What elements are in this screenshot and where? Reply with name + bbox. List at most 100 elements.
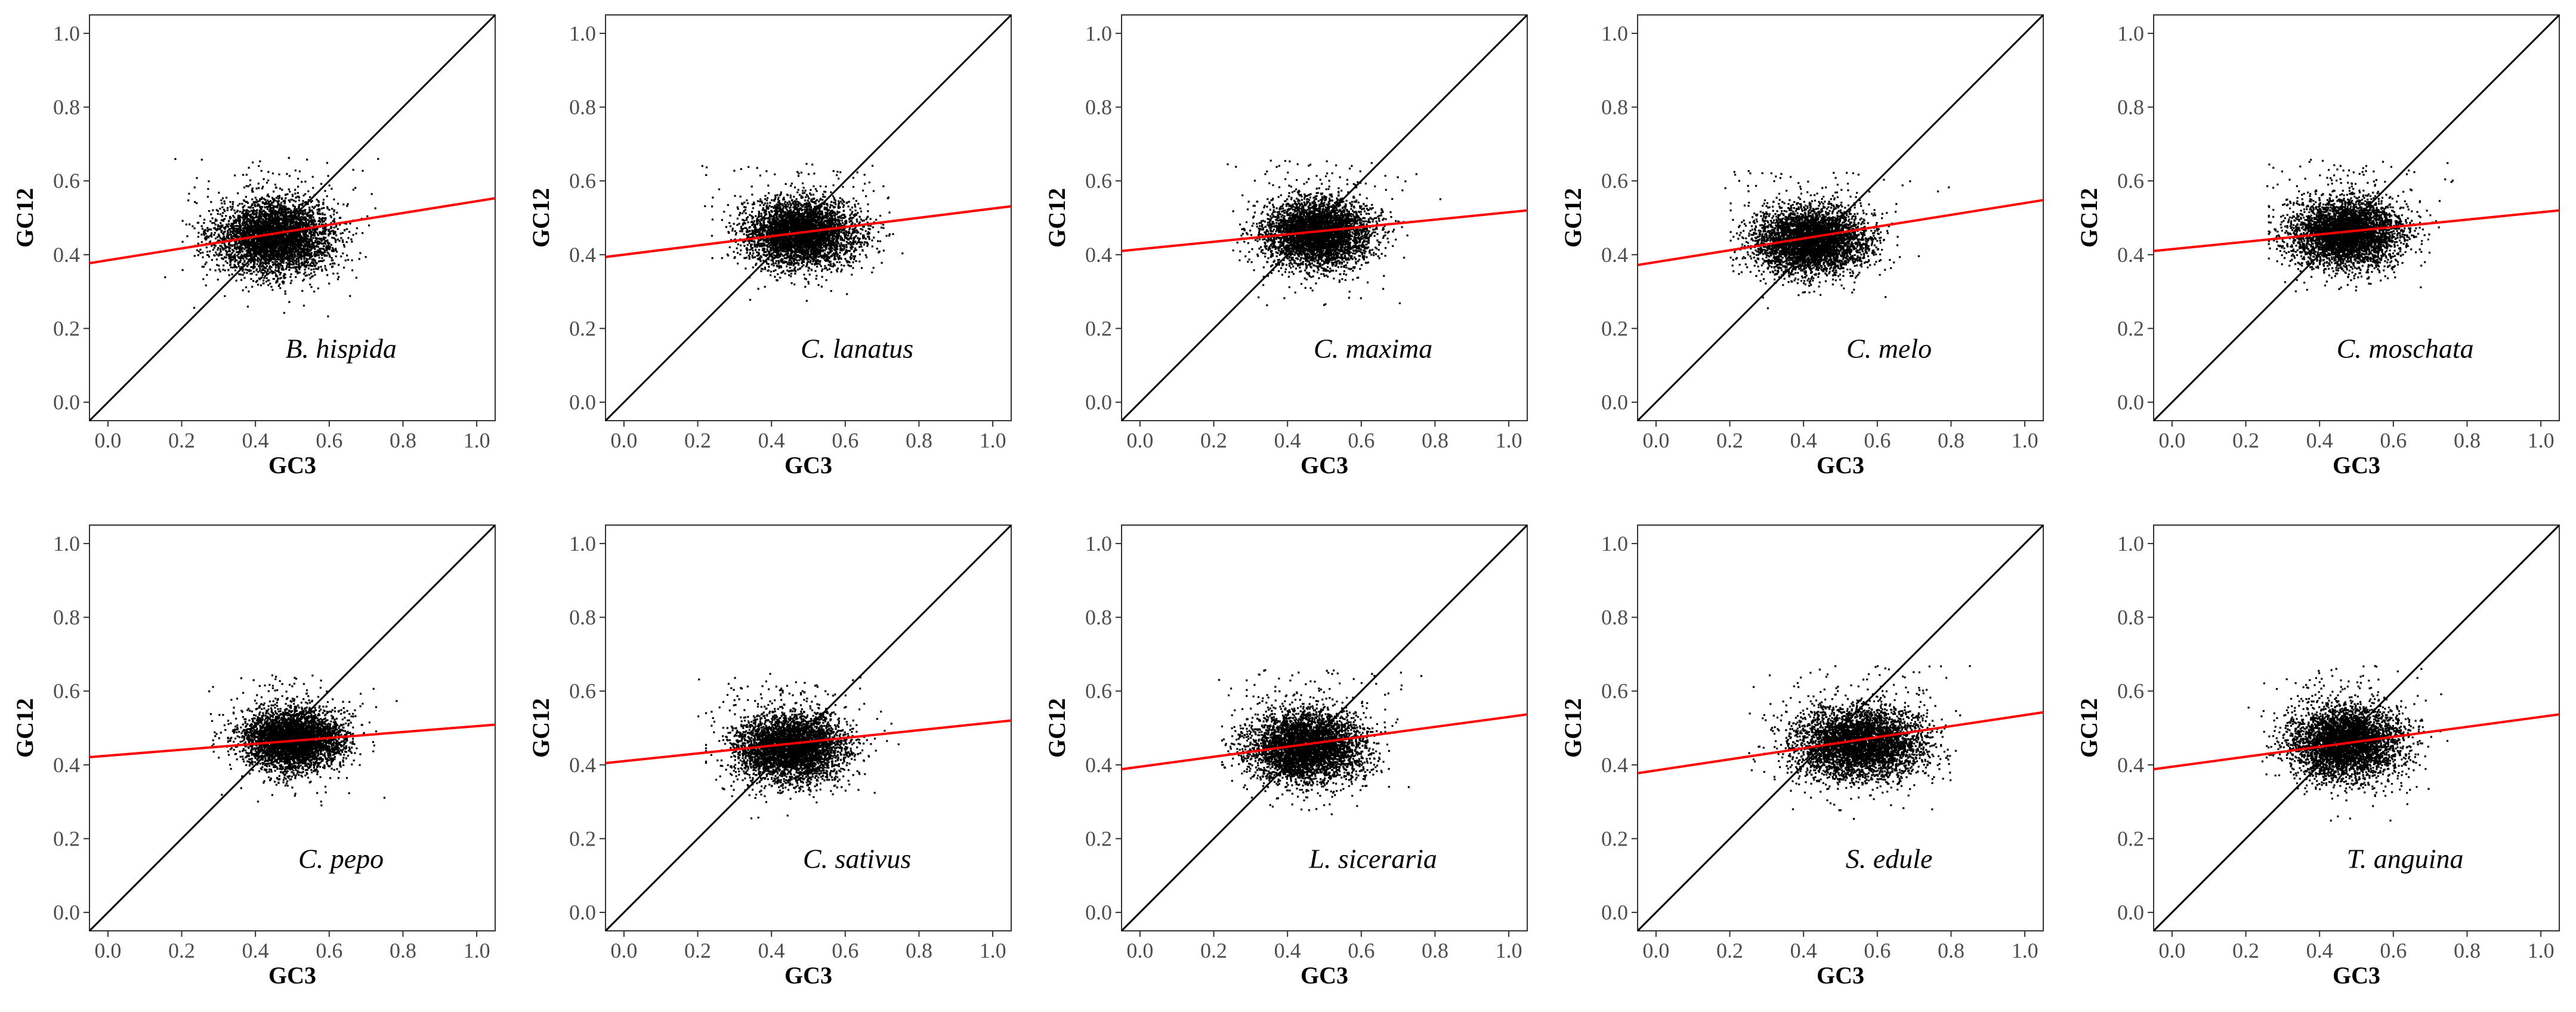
panel-bhispida: 0.0 0.0 0.2 0.2 0.4 0.4 0.6 0.6 0.8 0.8 1.0 1.0 GC3 G… (11, 14, 496, 479)
y-tick-label: 0.2 (2117, 316, 2144, 340)
plot-area (2154, 15, 2559, 421)
regression-line (2154, 209, 2559, 252)
panel-cmaxima: 0.0 0.0 0.2 0.2 0.4 0.4 0.6 0.6 0.8 0.8 1.0 1.0 GC3 G… (1043, 14, 1528, 479)
x-tick-label: 0.0 (1126, 428, 1153, 452)
y-tick-label: 0.6 (53, 679, 80, 703)
x-tick-label: 0.0 (610, 428, 637, 452)
x-tick-label: 0.8 (1422, 939, 1448, 962)
scatter-points (2260, 675, 2449, 806)
scatter-points (1221, 687, 1399, 807)
species-label: C. sativus (803, 844, 911, 874)
scatter-points (1748, 684, 1962, 806)
y-tick-label: 0.6 (569, 169, 596, 193)
regression-line (606, 719, 1011, 764)
y-tick-label: 1.0 (1085, 532, 1112, 556)
x-tick-label: 0.0 (94, 428, 121, 452)
panel-tanguina: 0.0 0.0 0.2 0.2 0.4 0.4 0.6 0.6 0.8 0.8 1.0 1.0 GC3 G… (2075, 524, 2560, 989)
plot-area (1122, 525, 1527, 931)
y-tick-label: 0.8 (1085, 606, 1112, 630)
x-tick-label: 1.0 (980, 939, 1006, 962)
x-axis-title: GC3 (1817, 452, 1864, 479)
y-axis-title: GC12 (1043, 188, 1070, 248)
y-tick-label: 0.2 (569, 316, 596, 340)
panel-lsiceraria: 0.0 0.0 0.2 0.2 0.4 0.4 0.6 0.6 0.8 0.8 1.0 1.0 GC3 G… (1043, 524, 1528, 989)
x-tick-label: 0.6 (832, 939, 858, 962)
x-tick-label: 0.0 (1642, 428, 1669, 452)
x-tick-label: 0.4 (758, 939, 785, 962)
y-axis-title: GC12 (11, 188, 38, 248)
x-tick-label: 0.2 (1200, 428, 1227, 452)
x-tick-label: 0.8 (1938, 939, 1965, 962)
y-axis-title: GC12 (11, 698, 38, 758)
y-tick-label: 0.4 (1085, 753, 1112, 777)
y-axis-title: GC12 (2075, 698, 2102, 758)
y-tick-label: 1.0 (1601, 532, 1628, 556)
y-tick-label: 0.8 (53, 95, 80, 119)
panel-cmelo: 0.0 0.0 0.2 0.2 0.4 0.4 0.6 0.6 0.8 0.8 1.0 1.0 GC3 G… (1559, 14, 2044, 479)
x-tick-label: 0.6 (316, 428, 342, 452)
diagonal-line (2154, 15, 2559, 421)
x-tick-label: 0.6 (1864, 939, 1891, 962)
x-tick-label: 0.6 (1348, 428, 1375, 452)
x-tick-label: 0.6 (1864, 428, 1891, 452)
x-tick-label: 0.4 (1790, 428, 1817, 452)
diagonal-line (1122, 15, 1527, 421)
panel-sedule: 0.0 0.0 0.2 0.2 0.4 0.4 0.6 0.6 0.8 0.8 1.0 1.0 GC3 G… (1559, 524, 2044, 989)
plot-area (89, 15, 495, 421)
regression-line (89, 723, 495, 758)
scatter-points (1729, 189, 1920, 294)
x-tick-label: 0.0 (610, 939, 637, 962)
scatter-points (711, 183, 904, 290)
x-axis-title: GC3 (1301, 962, 1348, 989)
regression-line (1122, 209, 1527, 252)
x-tick-label: 0.8 (906, 939, 932, 962)
x-tick-label: 0.4 (758, 428, 785, 452)
x-tick-label: 1.0 (464, 939, 490, 962)
y-tick-label: 0.2 (569, 826, 596, 850)
x-tick-label: 0.2 (1716, 939, 1743, 962)
plot-area (2154, 525, 2559, 931)
x-axis-title: GC3 (1301, 452, 1348, 479)
diagonal-line (1638, 15, 2043, 421)
x-tick-label: 0.8 (906, 428, 932, 452)
x-axis-title: GC3 (2333, 962, 2380, 989)
y-axis-title: GC12 (1559, 188, 1586, 248)
regression-line (1638, 711, 2043, 775)
y-tick-label: 0.0 (53, 390, 80, 414)
y-tick-label: 0.8 (2117, 606, 2144, 630)
y-tick-label: 0.8 (2117, 95, 2144, 119)
y-tick-label: 1.0 (569, 532, 596, 556)
y-tick-label: 0.4 (569, 753, 596, 777)
y-tick-label: 0.0 (569, 390, 596, 414)
y-axis-title: GC12 (1043, 698, 1070, 758)
x-tick-label: 0.4 (1274, 939, 1301, 962)
x-axis-title: GC3 (1817, 962, 1864, 989)
regression-line (2154, 713, 2559, 771)
y-tick-label: 0.2 (53, 826, 80, 850)
y-tick-label: 0.2 (1601, 316, 1628, 340)
x-tick-label: 0.2 (1716, 428, 1743, 452)
y-tick-label: 0.4 (1085, 243, 1112, 267)
x-tick-label: 0.2 (1200, 939, 1227, 962)
scatter-points (705, 686, 900, 804)
y-tick-label: 0.6 (1085, 679, 1112, 703)
y-tick-label: 0.2 (1601, 826, 1628, 850)
y-tick-label: 1.0 (2117, 21, 2144, 45)
x-tick-label: 0.8 (2454, 428, 2481, 452)
y-tick-label: 0.0 (1601, 390, 1628, 414)
x-axis-title: GC3 (268, 452, 316, 479)
y-tick-label: 0.6 (2117, 169, 2144, 193)
y-tick-label: 0.0 (2117, 900, 2144, 924)
diagonal-line (606, 15, 1011, 421)
x-tick-label: 0.2 (684, 939, 711, 962)
y-tick-label: 0.8 (53, 606, 80, 630)
y-tick-label: 0.4 (1601, 243, 1628, 267)
y-tick-label: 0.2 (1085, 826, 1112, 850)
x-tick-label: 0.6 (1348, 939, 1375, 962)
x-tick-label: 1.0 (2012, 939, 2038, 962)
x-tick-label: 0.2 (168, 939, 195, 962)
x-tick-label: 0.8 (1938, 428, 1965, 452)
x-axis-title: GC3 (784, 962, 832, 989)
x-tick-label: 0.8 (390, 939, 416, 962)
diagonal-line (1638, 525, 2043, 931)
